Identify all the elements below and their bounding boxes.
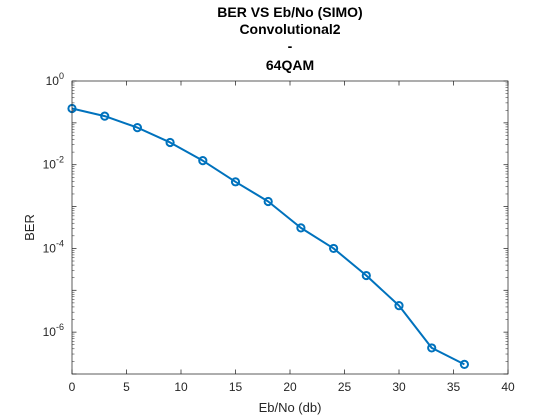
y-tick-labels: 100 10-2 10-4 10-6 [43,71,64,339]
data-series [67,103,469,369]
chart-title-line: 64QAM [266,57,314,73]
x-tick-label: 35 [447,380,461,394]
x-tick-labels: 0 5 10 15 20 25 30 35 40 [69,380,515,394]
data-point [230,177,241,187]
chart-title-line: - [288,38,293,54]
x-tick-label: 20 [283,380,297,394]
data-point [459,359,469,369]
x-tick-label: 10 [174,380,188,394]
y-tick-label: 10-4 [43,238,64,255]
data-point [165,137,175,148]
data-point [132,123,142,133]
data-point [361,270,371,281]
data-point [100,111,110,121]
x-tick-label: 0 [69,380,76,394]
x-tick-label: 40 [501,380,515,394]
plot-border [71,80,509,375]
data-point [263,196,273,207]
x-tick-label: 25 [338,380,352,394]
chart-title: BER VS Eb/No (SIMO)Convolutional2- 64QAM [217,4,362,73]
y-axis-label: BER [22,214,37,241]
y-tick-label: 10-2 [43,155,64,172]
data-point [296,223,306,233]
data-point [427,343,437,353]
x-axis-label: Eb/No (db) [259,400,322,415]
y-tick-label: 10-6 [43,322,64,339]
data-point [329,243,339,254]
chart-title-line: Convolutional2 [239,21,340,37]
data-point [394,301,404,311]
series-line [71,107,465,366]
chart-title-line: BER VS Eb/No (SIMO) [217,4,362,20]
x-tick-label: 30 [392,380,406,394]
data-point [198,156,208,166]
y-tick-label: 100 [46,71,64,88]
x-tick-label: 5 [123,380,130,394]
x-tick-label: 15 [229,380,243,394]
